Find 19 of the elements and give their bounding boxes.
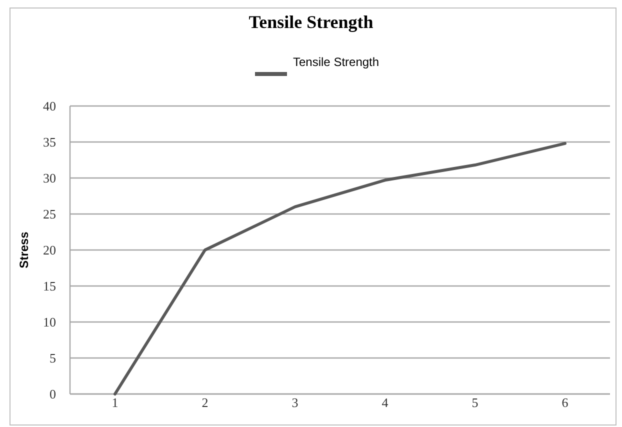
line-series <box>114 142 566 396</box>
x-tick-label: 2 <box>202 395 208 410</box>
y-tick-label: 15 <box>43 278 56 294</box>
y-tick-label: 10 <box>43 314 56 330</box>
y-tick-label: 35 <box>43 134 56 150</box>
y-tick-label: 5 <box>50 350 56 366</box>
x-tick-label: 6 <box>562 395 569 410</box>
x-tick-label: 4 <box>382 395 389 410</box>
y-tick-label: 20 <box>43 242 56 258</box>
y-tick-label: 25 <box>43 206 56 222</box>
x-tick-label: 1 <box>112 395 118 410</box>
chart-title: Tensile Strength <box>248 12 374 32</box>
y-tick-label: 30 <box>43 170 56 186</box>
y-axis-title: Stress <box>17 231 31 268</box>
y-tick-label: 40 <box>43 98 56 114</box>
y-tick-label: 0 <box>50 386 56 402</box>
text: Tensile Strength <box>293 55 380 70</box>
x-tick-label: 3 <box>292 395 298 410</box>
x-tick-label: 5 <box>472 395 478 410</box>
